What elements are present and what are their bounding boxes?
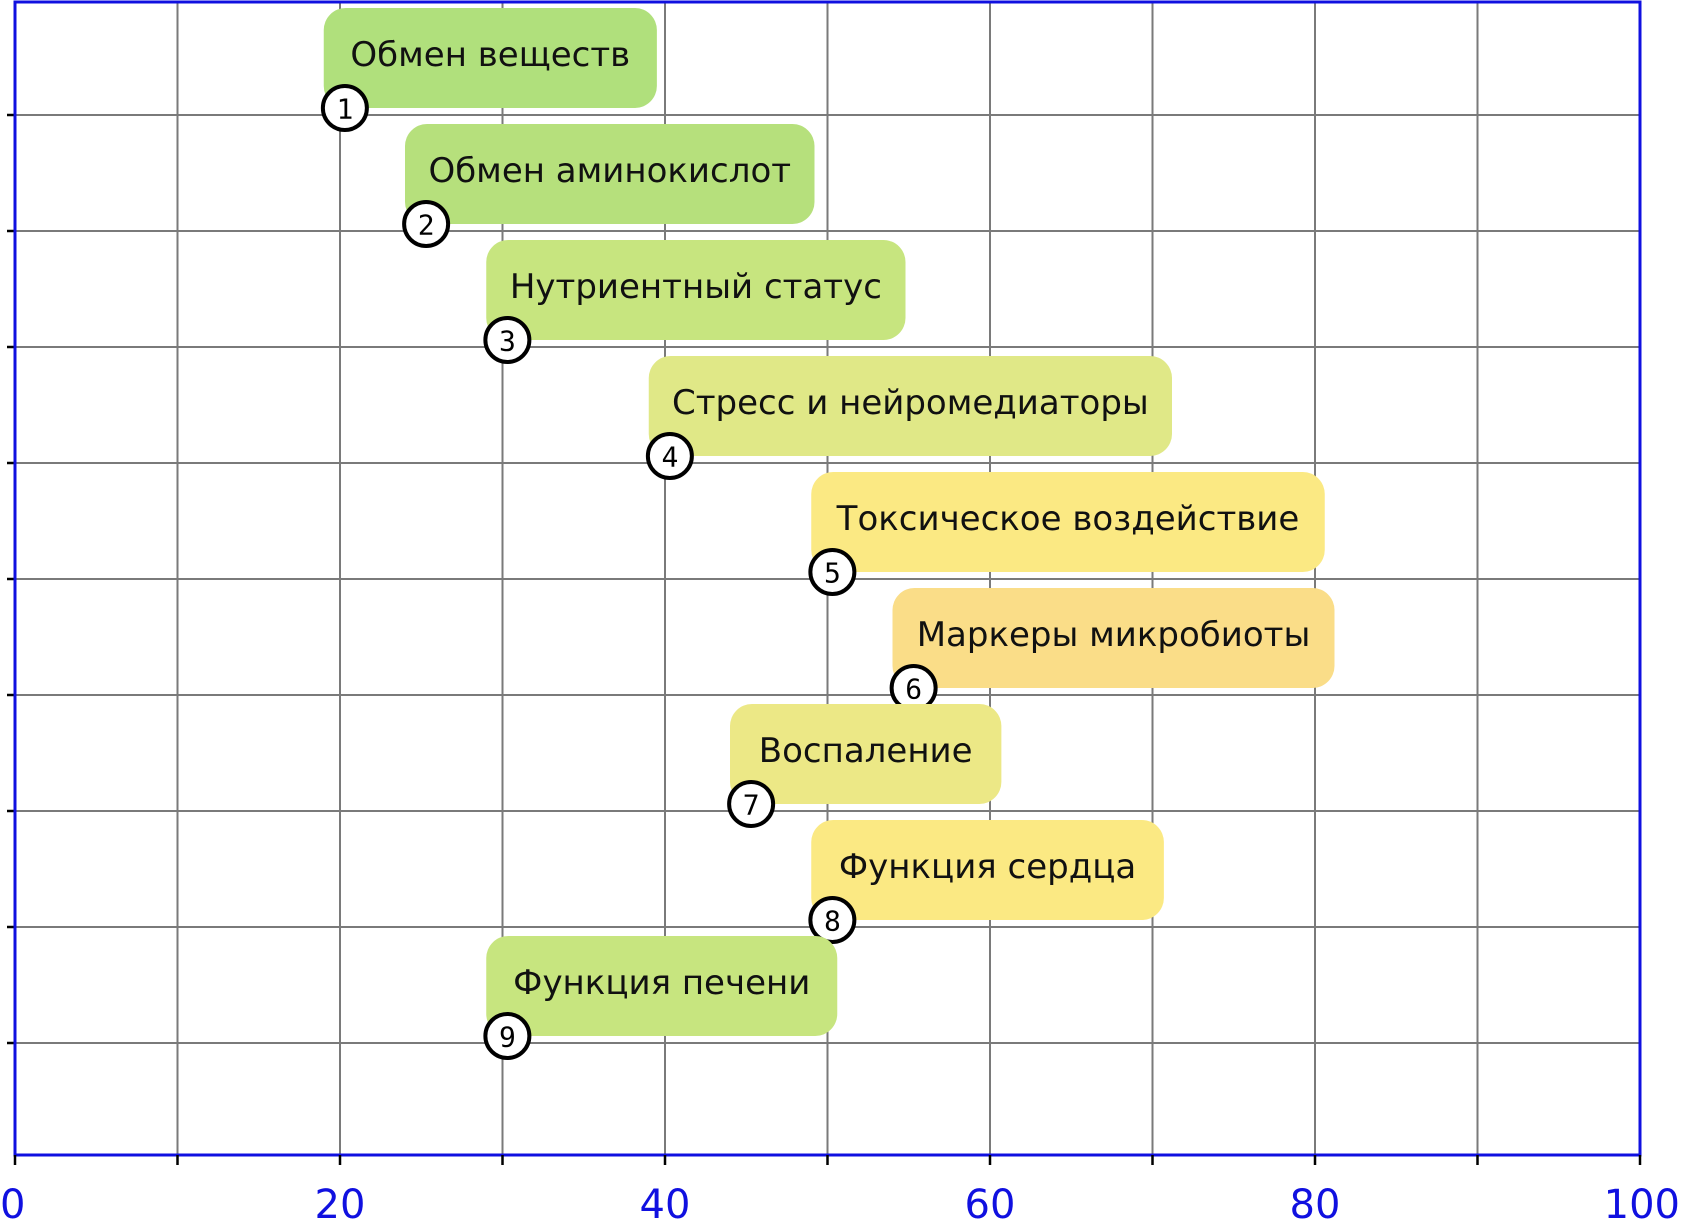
marker-number-2: 2 [418, 209, 435, 242]
marker-number-6: 6 [905, 673, 922, 706]
x-tick-label: 20 [315, 1182, 366, 1226]
marker-number-3: 3 [499, 325, 516, 358]
marker-circle-9 [483, 1012, 532, 1060]
bar-label-1: Обмен веществ [350, 35, 630, 75]
bar-9 [486, 936, 838, 1036]
bar-label-4: Стресс и нейромедиаторы [672, 383, 1149, 423]
bar-label-9: Функция печени [513, 963, 810, 1003]
bar-7 [730, 704, 1002, 804]
x-tick-label: 80 [1290, 1182, 1341, 1226]
marker-number-5: 5 [824, 557, 841, 590]
bar-label-2: Обмен аминокислот [428, 151, 791, 191]
bar-label-7: Воспаление [759, 731, 973, 771]
x-tick-label: 100 [1604, 1182, 1680, 1226]
bar-2 [405, 124, 815, 224]
marker-circle-1 [320, 84, 369, 132]
marker-circle-7 [727, 780, 776, 828]
bar-3 [486, 240, 906, 340]
bar-4 [648, 356, 1172, 456]
bar-label-3: Нутриентный статус [510, 267, 882, 307]
x-tick-label: 60 [965, 1182, 1016, 1226]
marker-number-7: 7 [743, 789, 760, 822]
marker-circle-5 [808, 548, 857, 596]
bar-8 [811, 820, 1164, 920]
marker-number-1: 1 [336, 93, 353, 126]
marker-circle-2 [402, 200, 451, 248]
bar-label-6: Маркеры микробиоты [917, 615, 1311, 655]
marker-circle-3 [483, 316, 532, 364]
bar-6 [892, 588, 1335, 688]
x-tick-label: 40 [640, 1182, 691, 1226]
marker-number-4: 4 [661, 441, 678, 474]
bar-5 [811, 472, 1325, 572]
marker-circle-8 [808, 896, 857, 944]
marker-number-8: 8 [824, 905, 841, 938]
bar-label-8: Функция сердца [839, 847, 1136, 887]
bar-1 [323, 8, 657, 108]
bars: Обмен веществ 1 Обмен аминокислот 2 Нутриент… [320, 8, 1335, 1060]
marker-circle-4 [645, 432, 694, 480]
marker-number-9: 9 [499, 1021, 516, 1054]
x-tick-label: 0 [0, 1182, 25, 1226]
bar-label-5: Токсическое воздействие [836, 499, 1300, 539]
